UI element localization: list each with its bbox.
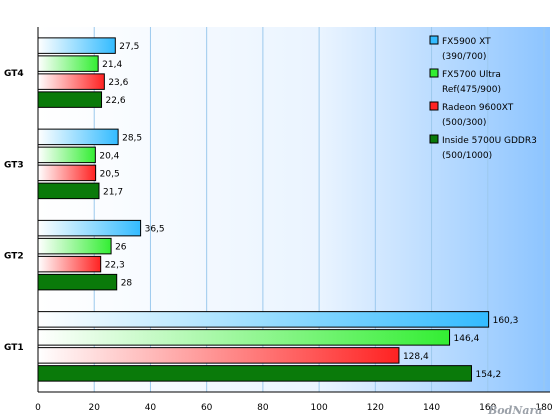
x-tick-label: 80 [257, 403, 269, 413]
data-label: 28,5 [122, 133, 142, 143]
legend-entry: FX5700 Ultra [442, 70, 501, 80]
bar [37, 255, 102, 273]
data-label: 20,4 [99, 151, 119, 161]
data-label: 22,6 [106, 96, 126, 106]
x-tick-label: 100 [311, 403, 328, 413]
data-label: 28 [121, 279, 133, 289]
bar [37, 37, 116, 54]
data-label: 21,7 [103, 187, 123, 197]
bar [37, 164, 97, 182]
legend-swatch [429, 134, 439, 144]
data-label: 21,4 [102, 60, 122, 70]
category-label: GT1 [4, 343, 24, 353]
bar [37, 182, 100, 200]
data-label: 36,5 [145, 225, 165, 235]
legend-entry: FX5900 XT [442, 37, 491, 47]
data-label: 128,4 [403, 352, 429, 362]
category-label: GT2 [4, 252, 24, 262]
legend-entry: Radeon 9600XT [442, 103, 514, 113]
data-label: 154,2 [475, 370, 501, 380]
data-label: 27,5 [119, 42, 139, 52]
bar [37, 273, 118, 291]
x-tick-label: 140 [423, 403, 440, 413]
x-tick-labels: 0 20 40 60 80 100 120 140 160 180 [35, 403, 553, 413]
category-labels: GT4 GT3 GT2 GT1 [4, 69, 24, 353]
legend-entry: (500/300) [442, 118, 486, 128]
bar [37, 73, 105, 90]
data-label: 146,4 [454, 334, 480, 344]
bar [37, 146, 96, 164]
category-label: GT3 [4, 160, 24, 170]
data-label: 26 [115, 243, 127, 253]
x-tick-label: 20 [88, 403, 100, 413]
data-label: 20,5 [100, 169, 120, 179]
bar [37, 55, 99, 72]
legend-swatch [429, 68, 439, 78]
x-tick-label: 60 [201, 403, 213, 413]
legend-entry: Inside 5700U GDDR3 [442, 136, 537, 146]
legend-swatch [429, 101, 439, 111]
bars: 27,5 21,4 23,6 22,6 28,520,4 20,5 21,7 36,5 26 22… [37, 37, 519, 382]
data-label: 160,3 [493, 316, 519, 326]
bar [37, 219, 142, 237]
bar [37, 311, 490, 328]
category-label: GT4 [4, 69, 24, 79]
x-tick-label: 160 [479, 403, 496, 413]
legend-entry: (390/700) [442, 52, 486, 62]
x-tick-label: 120 [367, 403, 384, 413]
bar [37, 128, 119, 146]
bar [37, 365, 472, 382]
x-tick-label: 180 [535, 403, 552, 413]
legend: FX5900 XT (390/700) FX5700 Ultra Ref(475/90… [429, 35, 537, 161]
data-label: 23,6 [108, 78, 128, 88]
data-label: 22,3 [105, 261, 125, 271]
x-tick-label: 0 [35, 403, 41, 413]
bar [37, 91, 103, 108]
bar [37, 347, 400, 364]
bar [37, 329, 451, 346]
watermark: BodNara [487, 404, 542, 417]
bar [37, 237, 112, 255]
legend-swatch [429, 35, 439, 45]
x-tick-label: 40 [145, 403, 157, 413]
legend-entry: (500/1000) [442, 151, 492, 161]
legend-entry: Ref(475/900) [442, 85, 501, 95]
